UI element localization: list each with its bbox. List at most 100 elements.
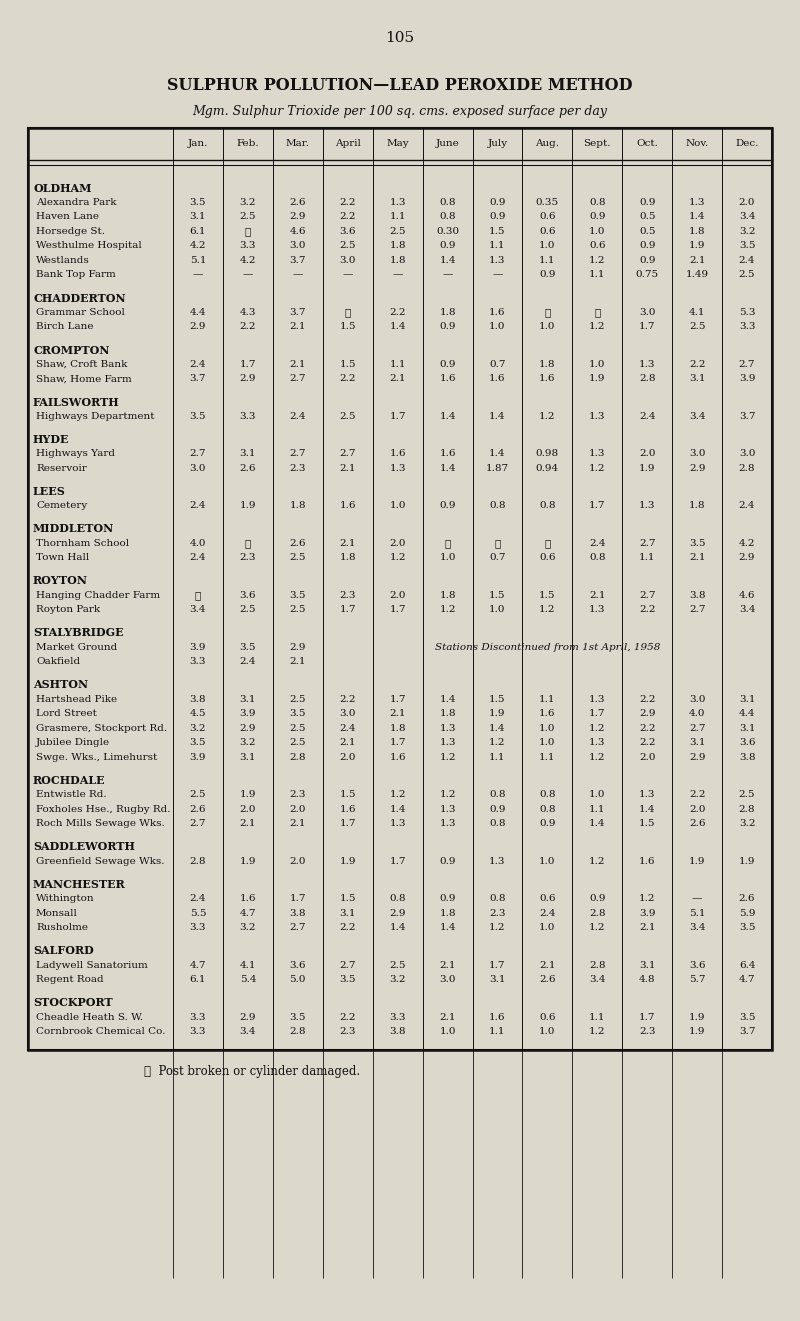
Text: 2.8: 2.8 — [290, 753, 306, 762]
Text: 3.6: 3.6 — [738, 738, 755, 748]
Text: Cemetery: Cemetery — [36, 501, 87, 510]
Text: 1.4: 1.4 — [490, 412, 506, 421]
Text: Sept.: Sept. — [583, 140, 611, 148]
Text: 1.0: 1.0 — [539, 857, 556, 865]
Text: LEES: LEES — [33, 486, 66, 497]
Text: 4.2: 4.2 — [190, 242, 206, 250]
Text: Aug.: Aug. — [535, 140, 559, 148]
Text: 2.2: 2.2 — [339, 923, 356, 933]
Text: 1.6: 1.6 — [490, 1013, 506, 1021]
Text: Jubilee Dingle: Jubilee Dingle — [36, 738, 110, 748]
Text: CROMPTON: CROMPTON — [33, 345, 110, 355]
Text: 1.4: 1.4 — [639, 804, 655, 814]
Text: 2.1: 2.1 — [539, 960, 556, 970]
Text: 2.0: 2.0 — [290, 857, 306, 865]
Text: 2.5: 2.5 — [290, 724, 306, 733]
Text: Bank Top Farm: Bank Top Farm — [36, 271, 116, 279]
Text: Town Hall: Town Hall — [36, 553, 90, 563]
Text: 1.9: 1.9 — [689, 1028, 706, 1036]
Text: 5.3: 5.3 — [738, 308, 755, 317]
Text: 6.4: 6.4 — [738, 960, 755, 970]
Text: 3.1: 3.1 — [689, 374, 706, 383]
Text: ❖: ❖ — [195, 590, 201, 600]
Text: 1.3: 1.3 — [589, 412, 606, 421]
Text: Shaw, Home Farm: Shaw, Home Farm — [36, 374, 132, 383]
Text: Foxholes Hse., Rugby Rd.: Foxholes Hse., Rugby Rd. — [36, 804, 170, 814]
Text: 1.5: 1.5 — [339, 894, 356, 904]
Text: 1.2: 1.2 — [589, 256, 606, 264]
Text: 3.4: 3.4 — [738, 213, 755, 221]
Text: 0.9: 0.9 — [439, 894, 456, 904]
Text: 0.8: 0.8 — [539, 790, 556, 799]
Text: 1.2: 1.2 — [439, 605, 456, 614]
Text: 0.8: 0.8 — [539, 501, 556, 510]
Text: 0.98: 0.98 — [536, 449, 559, 458]
Text: 2.9: 2.9 — [390, 909, 406, 918]
Text: 1.1: 1.1 — [490, 242, 506, 250]
Text: 1.0: 1.0 — [589, 227, 606, 235]
Text: 2.4: 2.4 — [738, 501, 755, 510]
Text: 3.5: 3.5 — [290, 1013, 306, 1021]
Text: 0.6: 0.6 — [539, 894, 556, 904]
Text: 3.3: 3.3 — [190, 1013, 206, 1021]
Text: 1.2: 1.2 — [390, 553, 406, 563]
Text: Regent Road: Regent Road — [36, 975, 104, 984]
Text: 2.9: 2.9 — [290, 213, 306, 221]
Text: 2.1: 2.1 — [689, 553, 706, 563]
Text: 1.3: 1.3 — [439, 738, 456, 748]
Text: 3.3: 3.3 — [390, 1013, 406, 1021]
Text: SADDLEWORTH: SADDLEWORTH — [33, 841, 135, 852]
Text: Jan.: Jan. — [188, 140, 208, 148]
Text: 3.0: 3.0 — [339, 256, 356, 264]
Text: 2.7: 2.7 — [190, 819, 206, 828]
Text: 1.3: 1.3 — [639, 501, 655, 510]
Text: 3.5: 3.5 — [190, 738, 206, 748]
Text: 3.2: 3.2 — [240, 923, 256, 933]
Text: 2.9: 2.9 — [290, 643, 306, 651]
Text: 1.4: 1.4 — [439, 412, 456, 421]
Text: 2.4: 2.4 — [639, 412, 655, 421]
Text: 2.8: 2.8 — [639, 374, 655, 383]
Text: SALFORD: SALFORD — [33, 946, 94, 956]
Text: Highways Yard: Highways Yard — [36, 449, 115, 458]
Text: 2.6: 2.6 — [190, 804, 206, 814]
Text: 2.5: 2.5 — [390, 227, 406, 235]
Text: 0.9: 0.9 — [439, 359, 456, 369]
Text: 3.9: 3.9 — [240, 709, 256, 719]
Text: 2.3: 2.3 — [339, 590, 356, 600]
Text: 2.1: 2.1 — [290, 322, 306, 332]
Text: 0.9: 0.9 — [439, 501, 456, 510]
Text: STALYBRIDGE: STALYBRIDGE — [33, 627, 124, 638]
Text: 3.5: 3.5 — [190, 198, 206, 207]
Text: 3.1: 3.1 — [240, 753, 256, 762]
Text: 0.9: 0.9 — [639, 198, 655, 207]
Text: 1.0: 1.0 — [539, 322, 556, 332]
Text: 2.1: 2.1 — [339, 738, 356, 748]
Text: 3.1: 3.1 — [240, 695, 256, 704]
Text: 1.7: 1.7 — [589, 709, 606, 719]
Text: 1.2: 1.2 — [589, 753, 606, 762]
Text: 1.7: 1.7 — [390, 738, 406, 748]
Text: 3.2: 3.2 — [190, 724, 206, 733]
Text: 2.9: 2.9 — [240, 374, 256, 383]
Text: 1.0: 1.0 — [589, 359, 606, 369]
Text: 0.9: 0.9 — [639, 256, 655, 264]
Text: 2.9: 2.9 — [190, 322, 206, 332]
Text: 1.3: 1.3 — [439, 819, 456, 828]
Text: 1.2: 1.2 — [490, 923, 506, 933]
Text: FAILSWORTH: FAILSWORTH — [33, 396, 120, 407]
Text: 1.1: 1.1 — [539, 256, 556, 264]
Text: 1.7: 1.7 — [639, 1013, 655, 1021]
Text: 1.5: 1.5 — [490, 590, 506, 600]
Text: 1.7: 1.7 — [339, 605, 356, 614]
Text: 1.8: 1.8 — [290, 501, 306, 510]
Text: 1.1: 1.1 — [539, 753, 556, 762]
Text: Stations Discontinued from 1st April, 1958: Stations Discontinued from 1st April, 19… — [434, 643, 660, 651]
Text: 0.6: 0.6 — [539, 213, 556, 221]
Text: 3.4: 3.4 — [689, 412, 706, 421]
Text: 3.8: 3.8 — [738, 753, 755, 762]
Text: 0.8: 0.8 — [539, 804, 556, 814]
Text: 2.7: 2.7 — [290, 374, 306, 383]
Text: 5.0: 5.0 — [290, 975, 306, 984]
Text: 3.5: 3.5 — [339, 975, 356, 984]
